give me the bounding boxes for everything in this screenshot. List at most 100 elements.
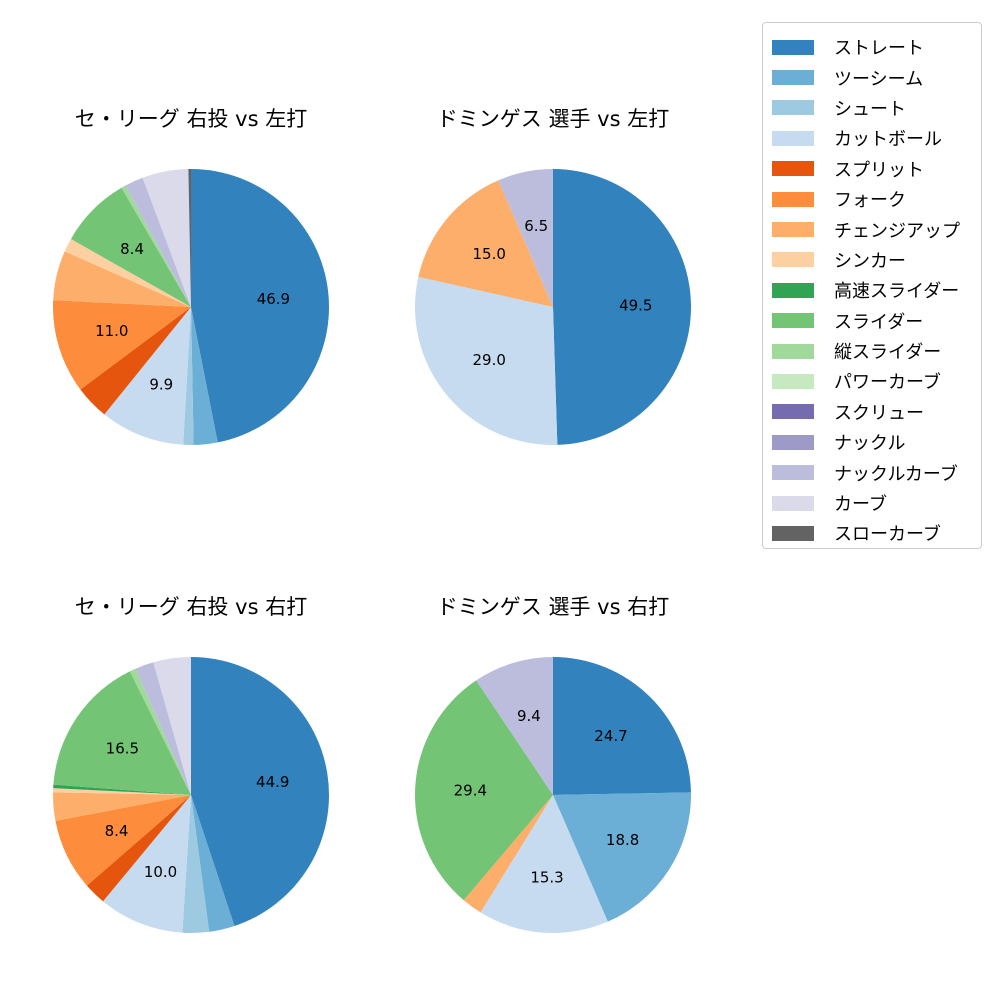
legend-swatch xyxy=(772,282,814,298)
pie-slice xyxy=(86,795,191,902)
chart-title-2: セ・リーグ 右投 vs 右打 xyxy=(74,595,308,619)
pie-slice xyxy=(53,792,192,821)
legend-label: スライダー xyxy=(834,311,924,333)
pie-slice xyxy=(70,187,191,307)
legend-item: ツーシーム xyxy=(772,62,981,92)
pie-chart-3: 24.7 18.8 15.3 29.4 9.4 xyxy=(414,657,691,933)
legend-item: シュート xyxy=(772,93,981,123)
pie-chart-2: 44.9 10.0 8.4 16.5 xyxy=(53,657,330,934)
slice-value-label: 29.4 xyxy=(454,781,487,799)
pie-slice xyxy=(53,671,191,795)
pie-slice xyxy=(153,657,191,795)
legend-item: ストレート xyxy=(772,32,981,62)
legend-item: スクリュー xyxy=(772,397,981,427)
legend-label: ストレート xyxy=(834,38,924,60)
legend-swatch xyxy=(772,343,814,359)
slice-value-label: 9.9 xyxy=(149,375,173,393)
legend-item: ナックル xyxy=(772,427,981,457)
pie-slice xyxy=(553,169,692,445)
legend-swatch xyxy=(772,495,814,511)
pie-slice xyxy=(104,307,191,445)
pie-chart-1: 49.5 29.0 15.0 6.5 xyxy=(415,169,692,446)
pie-slice xyxy=(463,795,553,913)
pie-slice xyxy=(480,795,608,933)
legend-item: カットボール xyxy=(772,123,981,153)
legend-item: スプリット xyxy=(772,154,981,184)
legend-label: スローカーブ xyxy=(834,524,941,546)
pie-slice xyxy=(121,185,191,307)
legend-item: チェンジアップ xyxy=(772,214,981,244)
pie-slice xyxy=(188,169,191,307)
legend-item: カーブ xyxy=(772,488,981,518)
pie-slice xyxy=(182,795,210,934)
pie-slice xyxy=(415,276,558,446)
slice-value-label: 18.8 xyxy=(606,831,639,849)
pie-slice xyxy=(498,169,553,307)
legend-label: カットボール xyxy=(834,129,942,151)
legend-swatch xyxy=(772,404,814,420)
pie-slice xyxy=(414,680,553,901)
slice-value-label: 49.5 xyxy=(619,297,652,315)
legend-swatch xyxy=(772,191,814,207)
legend-label: スプリット xyxy=(834,159,924,181)
slice-value-label: 15.3 xyxy=(530,869,563,887)
legend-label: パワーカーブ xyxy=(834,372,941,394)
legend-swatch xyxy=(772,70,814,86)
slice-value-label: 9.4 xyxy=(517,707,541,725)
legend-item: シンカー xyxy=(772,245,981,275)
legend-label: シンカー xyxy=(834,250,906,272)
legend-label: ツーシーム xyxy=(834,68,924,90)
legend-swatch xyxy=(772,100,814,116)
legend-item: パワーカーブ xyxy=(772,366,981,396)
legend-label: シュート xyxy=(834,98,906,120)
legend-label: チェンジアップ xyxy=(834,220,960,242)
slice-value-label: 29.0 xyxy=(472,351,505,369)
pie-chart-0: 46.9 9.9 11.0 8.4 xyxy=(53,169,329,446)
legend-swatch xyxy=(772,39,814,55)
legend: ストレートツーシームシュートカットボール スプリットフォークチェンジアップ シンカー… xyxy=(762,22,982,549)
legend-label: ナックルカーブ xyxy=(834,463,958,485)
pie-slice xyxy=(191,307,218,445)
slice-value-label: 10.0 xyxy=(144,863,177,881)
pie-slice xyxy=(53,784,191,795)
pie-slice xyxy=(191,169,329,443)
slice-value-label: 8.4 xyxy=(105,822,129,840)
legend-item: スライダー xyxy=(772,306,981,336)
slice-value-label: 15.0 xyxy=(472,245,505,263)
legend-swatch xyxy=(772,434,814,450)
pie-slice xyxy=(80,307,191,415)
pie-slice xyxy=(135,662,191,795)
chart-title-1: ドミンゲス 選手 vs 左打 xyxy=(436,107,670,131)
legend-label: スクリュー xyxy=(834,402,924,424)
pie-slice xyxy=(55,795,191,886)
legend-label: フォーク xyxy=(834,190,906,212)
pie-slice xyxy=(125,177,191,307)
pie-slice xyxy=(553,792,691,922)
chart-title-3: ドミンゲス 選手 vs 右打 xyxy=(436,595,670,619)
legend-item: 縦スライダー xyxy=(772,336,981,366)
slice-value-label: 11.0 xyxy=(95,322,128,340)
legend-item: 高速スライダー xyxy=(772,275,981,305)
slice-value-label: 16.5 xyxy=(106,740,139,758)
legend-swatch xyxy=(772,130,814,146)
slice-value-label: 6.5 xyxy=(524,217,548,235)
pie-slice xyxy=(53,251,191,307)
pie-slice xyxy=(553,657,691,795)
slice-value-label: 44.9 xyxy=(256,773,289,791)
legend-swatch xyxy=(772,222,814,238)
pie-slice xyxy=(191,657,330,926)
pie-slice xyxy=(103,795,191,933)
pie-slice xyxy=(191,795,235,932)
legend-label: 縦スライダー xyxy=(834,342,942,364)
chart-title-0: セ・リーグ 右投 vs 左打 xyxy=(74,107,308,131)
legend-swatch xyxy=(772,465,814,481)
pie-slice xyxy=(53,788,191,795)
pie-slice xyxy=(142,169,191,307)
legend-swatch xyxy=(772,161,814,177)
pie-slice xyxy=(418,180,553,307)
slice-value-label: 8.4 xyxy=(120,240,144,258)
legend-item: スローカーブ xyxy=(772,518,981,548)
pie-slice xyxy=(129,668,191,795)
legend-item: フォーク xyxy=(772,184,981,214)
